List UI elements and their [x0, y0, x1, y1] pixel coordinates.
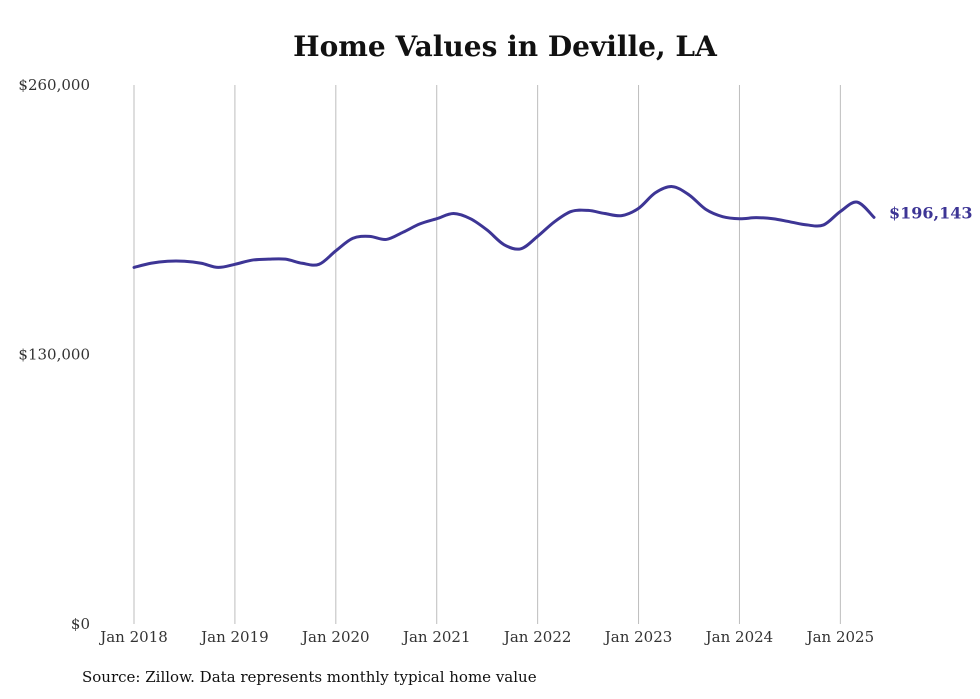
- x-axis-ticks: Jan 2018 Jan 2019 Jan 2020 Jan 2021 Jan 2022…: [98, 628, 874, 646]
- end-value-label: $196,143: [889, 203, 973, 222]
- y-tick-label: $0: [71, 615, 90, 633]
- y-tick-label: $260,000: [18, 76, 90, 94]
- source-note: Source: Zillow. Data represents monthly …: [82, 668, 537, 686]
- x-tick-label: Jan 2019: [199, 628, 269, 646]
- series-layer: $196,143: [132, 185, 973, 269]
- x-tick-label: Jan 2020: [300, 628, 370, 646]
- y-axis-ticks: $0 $130,000 $260,000: [18, 76, 90, 633]
- x-tick-label: Jan 2023: [603, 628, 673, 646]
- x-tick-label: Jan 2018: [98, 628, 168, 646]
- grid-lines: [133, 85, 841, 624]
- x-tick-label: Jan 2021: [401, 628, 471, 646]
- y-tick-label: $130,000: [18, 346, 90, 364]
- series-line: [132, 185, 876, 269]
- chart-title: Home Values in Deville, LA: [293, 30, 717, 63]
- x-tick-label: Jan 2025: [805, 628, 875, 646]
- x-tick-label: Jan 2022: [502, 628, 572, 646]
- x-tick-label: Jan 2024: [704, 628, 774, 646]
